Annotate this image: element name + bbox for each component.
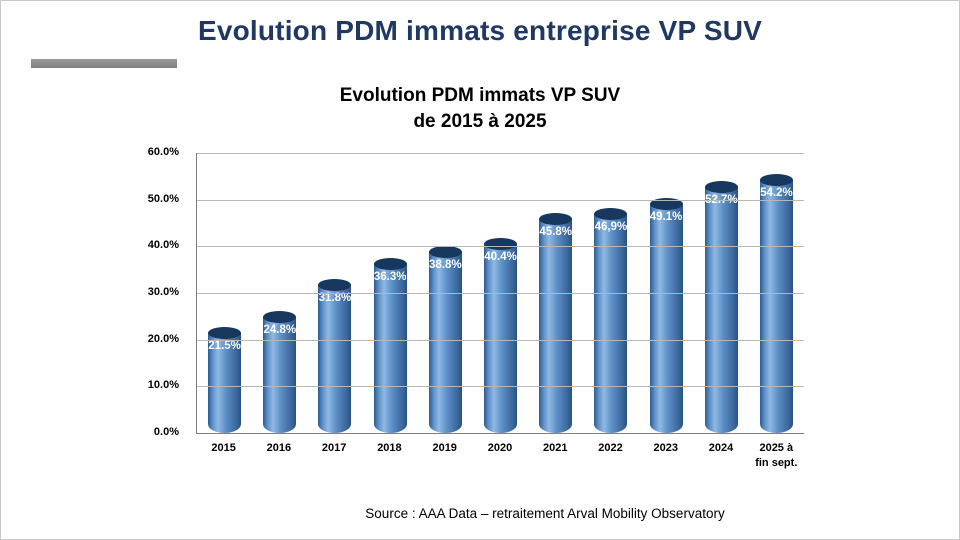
gridline: [197, 199, 804, 201]
bar-cylinder-top: [704, 181, 738, 194]
bar-data-label: 45.8%: [539, 226, 573, 239]
bar-slot-2024: 52.7%: [694, 153, 749, 433]
y-tick-label: 20.0%: [147, 332, 179, 345]
page-title: Evolution PDM immats entreprise VP SUV: [197, 15, 763, 46]
bar-cylinder-top: [759, 174, 793, 187]
x-tick-label: 2024: [708, 442, 734, 454]
bar-cylinder: 54.2%: [759, 174, 793, 433]
bars-container: 21.5% 24.8% 31.8% 36.3% 38.8% 40.4% 45.8% 46,9%…: [197, 153, 804, 433]
bar-data-label: 54.2%: [760, 187, 793, 200]
bar-cylinder-top: [208, 326, 242, 339]
x-tick-label: 2020: [487, 442, 513, 454]
bar-cylinder: 40.4%: [484, 238, 518, 433]
bar-cylinder-top: [594, 208, 628, 221]
bar-cylinder: 46,9%: [594, 208, 628, 433]
bar-slot-2017: 31.8%: [307, 153, 362, 433]
y-tick-label: 60.0%: [147, 146, 179, 158]
accent-divider-bar: [31, 59, 177, 68]
bar-slot-2020: 40.4%: [473, 153, 528, 433]
bar-cylinder: 31.8%: [318, 278, 352, 433]
bar-cylinder-top: [539, 213, 573, 226]
gridline: [197, 339, 804, 341]
bar-data-label: 24.8%: [263, 324, 297, 337]
x-tick-label: 2021: [542, 442, 568, 454]
source-caption: Source : AAA Data – retraitement Arval M…: [365, 506, 725, 521]
y-tick-label: 0.0%: [153, 426, 179, 438]
bar-cylinder: 21.5%: [208, 326, 242, 433]
bar-data-label: 46,9%: [594, 221, 628, 234]
bar-slot-2018: 36.3%: [363, 153, 418, 433]
bar-slot-2019: 38.8%: [418, 153, 473, 433]
x-axis-labels: 2015 2016 2017 2018 2019 2020 2021 2022 2023 2024…: [196, 441, 804, 472]
y-tick-label: 10.0%: [147, 379, 179, 392]
bar-data-label: 49.1%: [649, 210, 683, 223]
y-tick-label: 40.0%: [147, 239, 179, 252]
plot-area: 21.5% 24.8% 31.8% 36.3% 38.8% 40.4% 45.8% 46,9%…: [196, 153, 804, 434]
x-tick-label: 2016: [266, 442, 292, 454]
y-tick-label: 50.0%: [147, 192, 179, 205]
bar-cylinder: 49.1%: [649, 197, 683, 433]
bar-cylinder-top: [263, 311, 297, 324]
y-axis-labels: 0.0% 10.0% 20.0% 30.0% 40.0% 50.0% 60.0%: [121, 146, 187, 438]
bar-cylinder-top: [428, 245, 462, 258]
x-tick-label: 2022: [598, 442, 623, 454]
bar-data-label: 38.8%: [429, 258, 462, 271]
bar-cylinder-top: [373, 257, 407, 270]
x-tick-label: 2025 à fin sept.: [755, 442, 798, 470]
bar-slot-2025: 54.2%: [749, 153, 804, 433]
x-tick-label: 2017: [321, 442, 347, 454]
bar-data-label: 36.3%: [373, 270, 407, 283]
bar-data-label: 40.4%: [484, 251, 517, 264]
bar-cylinder: 38.8%: [428, 245, 462, 433]
chart-title: Evolution PDM immats VP SUV de 2015 à 20…: [1, 83, 959, 134]
chart-title-line1: Evolution PDM immats VP SUV: [339, 85, 621, 106]
bar-slot-2022: 46,9%: [583, 153, 638, 433]
x-tick-label: 2015: [211, 442, 236, 454]
bar-slot-2015: 21.5%: [197, 153, 252, 433]
y-tick-label: 30.0%: [147, 286, 179, 298]
bar-slot-2023: 49.1%: [639, 153, 694, 433]
bar-cylinder: 24.8%: [263, 311, 297, 433]
gridline: [197, 293, 804, 294]
bar-cylinder: 52.7%: [704, 181, 738, 433]
x-tick-label: 2019: [432, 442, 457, 454]
gridline: [197, 386, 804, 388]
bar-cylinder: 36.3%: [373, 257, 407, 433]
bar-slot-2021: 45.8%: [528, 153, 583, 433]
bar-cylinder-top: [649, 197, 683, 210]
bar-cylinder-top: [318, 278, 352, 291]
bar-cylinder-top: [484, 238, 518, 251]
bar-data-label: 31.8%: [318, 291, 352, 304]
bar-data-label: 21.5%: [208, 339, 241, 352]
gridline: [197, 153, 804, 154]
x-tick-label: 2018: [377, 442, 402, 454]
bar-cylinder: 45.8%: [539, 213, 573, 433]
x-tick-label: 2023: [653, 442, 678, 454]
gridline: [197, 246, 804, 248]
bar-slot-2016: 24.8%: [252, 153, 307, 433]
chart-title-line2: de 2015 à 2025: [413, 110, 547, 132]
